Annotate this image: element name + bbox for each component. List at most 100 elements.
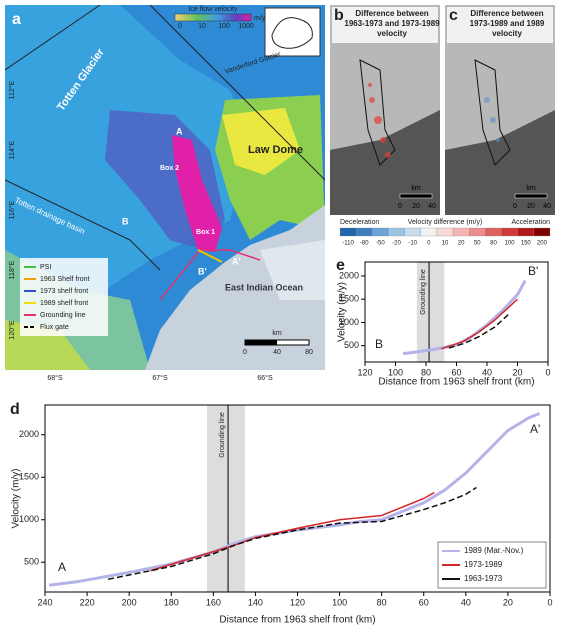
- series-line: [107, 486, 477, 580]
- x-tick-label: 40: [461, 597, 471, 607]
- colorbar-tick: 100: [505, 241, 516, 247]
- colorbar-tick: 0: [178, 23, 182, 30]
- plot-frame: [364, 261, 549, 363]
- panel-title: 1973-1989 and 1989: [470, 19, 545, 28]
- colorbar-cell: [436, 227, 454, 237]
- colorbar-tick: 10: [198, 23, 206, 30]
- scale-tick: 80: [305, 349, 313, 356]
- scale-tick: 0: [243, 349, 247, 356]
- lat-label: 66°S: [257, 374, 273, 382]
- annotation: A: [58, 560, 66, 574]
- panel-title: velocity: [492, 29, 522, 38]
- y-axis-label: Velocity (m/y): [11, 468, 22, 528]
- colorbar-tick: 150: [521, 241, 532, 247]
- colorbar-tick: -50: [376, 241, 385, 247]
- panel-letter: d: [10, 401, 20, 418]
- y-tick-label: 2000: [19, 429, 39, 439]
- map-label: B: [122, 216, 129, 226]
- x-axis-label: Distance from 1963 shelf front (km): [378, 377, 534, 388]
- colorbar-tick: 100: [218, 23, 230, 30]
- scale-tick: 0: [513, 203, 517, 210]
- legend-label: 1989 shelf front: [40, 300, 88, 307]
- colorbar-title: Ice flow velocity: [188, 6, 238, 13]
- map-label: Box 1: [196, 229, 215, 236]
- colorbar-title: Velocity difference (m/y): [408, 219, 483, 226]
- series-line: [441, 298, 519, 350]
- x-tick-label: 200: [122, 597, 137, 607]
- colorbar-tick: -10: [408, 241, 417, 247]
- panel-letter: a: [12, 11, 21, 28]
- panel-letter: e: [336, 257, 345, 274]
- scale-bar: [514, 193, 548, 199]
- map-label: East Indian Ocean: [225, 282, 303, 292]
- lon-label: 120°E: [8, 320, 16, 339]
- x-tick-label: 220: [80, 597, 95, 607]
- legend-label: Grounding line: [40, 312, 86, 319]
- panel-title: Difference between: [355, 9, 428, 18]
- series-line: [448, 312, 511, 349]
- x-tick-label: 80: [377, 597, 387, 607]
- lat-label: 67°S: [152, 374, 168, 382]
- x-tick-label: 0: [547, 597, 552, 607]
- colorbar-tick: 1000: [238, 23, 254, 30]
- scale-unit: km: [411, 185, 421, 192]
- scale-tick: 0: [398, 203, 402, 210]
- colorbar-cell: [517, 227, 534, 237]
- map-b: [330, 5, 440, 215]
- colorbar-right: Acceleration: [511, 219, 550, 226]
- colorbar-cell: [372, 227, 389, 237]
- lat-label: 68°S: [47, 374, 63, 382]
- x-tick-label: 40: [482, 367, 492, 377]
- x-tick-label: 100: [388, 367, 403, 377]
- colorbar-cell: [533, 227, 551, 237]
- y-tick-label: 500: [344, 340, 359, 350]
- panel-title: 1963-1973 and 1973-1989: [344, 19, 440, 28]
- scale-tick: 20: [527, 203, 535, 210]
- x-axis-label: Distance from 1963 shelf front (km): [219, 615, 375, 626]
- scale-tick: 20: [412, 203, 420, 210]
- scale-tick: 40: [428, 203, 436, 210]
- colorbar-cell: [339, 227, 357, 237]
- scale-tick: 40: [273, 349, 281, 356]
- map-a: [5, 5, 325, 370]
- map-label: Box 2: [160, 165, 179, 172]
- scale-tick: 40: [543, 203, 551, 210]
- x-tick-label: 140: [248, 597, 263, 607]
- x-tick-label: 60: [419, 597, 429, 607]
- colorbar-unit: m/y: [254, 15, 266, 22]
- x-tick-label: 0: [545, 367, 550, 377]
- grounding-zone: [416, 262, 445, 362]
- colorbar-tick: 200: [537, 241, 548, 247]
- colorbar-tick: 10: [442, 241, 449, 247]
- colorbar-left: Deceleration: [340, 219, 379, 226]
- legend-label: 1963 Shelf front: [40, 276, 89, 283]
- panel-title: velocity: [377, 29, 407, 38]
- lon-label: 112°E: [8, 80, 16, 99]
- annotation: B: [375, 337, 383, 351]
- colorbar-cell: [485, 227, 502, 237]
- annotation: A': [530, 422, 540, 436]
- y-axis-label: Velocity (m/y): [337, 282, 348, 342]
- colorbar-tick: -20: [392, 241, 401, 247]
- panel-letter: b: [334, 7, 344, 24]
- colorbar-cell: [388, 227, 405, 237]
- lon-label: 118°E: [8, 260, 16, 279]
- x-tick-label: 120: [290, 597, 305, 607]
- y-tick-label: 500: [24, 557, 39, 567]
- lon-label: 116°E: [8, 200, 16, 219]
- scale-unit: km: [526, 185, 536, 192]
- scale-bar: [399, 193, 433, 199]
- panel-title: Difference between: [470, 9, 543, 18]
- y-tick-label: 1000: [339, 317, 359, 327]
- grounding-zone: [207, 405, 245, 592]
- y-tick-label: 2000: [339, 270, 359, 280]
- y-tick-label: 1000: [19, 514, 39, 524]
- colorbar-tick: 20: [458, 241, 465, 247]
- colorbar-tick: -110: [342, 241, 354, 247]
- x-tick-label: 160: [206, 597, 221, 607]
- x-tick-label: 180: [164, 597, 179, 607]
- annotation: Grounding line: [420, 269, 427, 315]
- x-tick-label: 120: [357, 367, 372, 377]
- map-label: A': [232, 256, 241, 266]
